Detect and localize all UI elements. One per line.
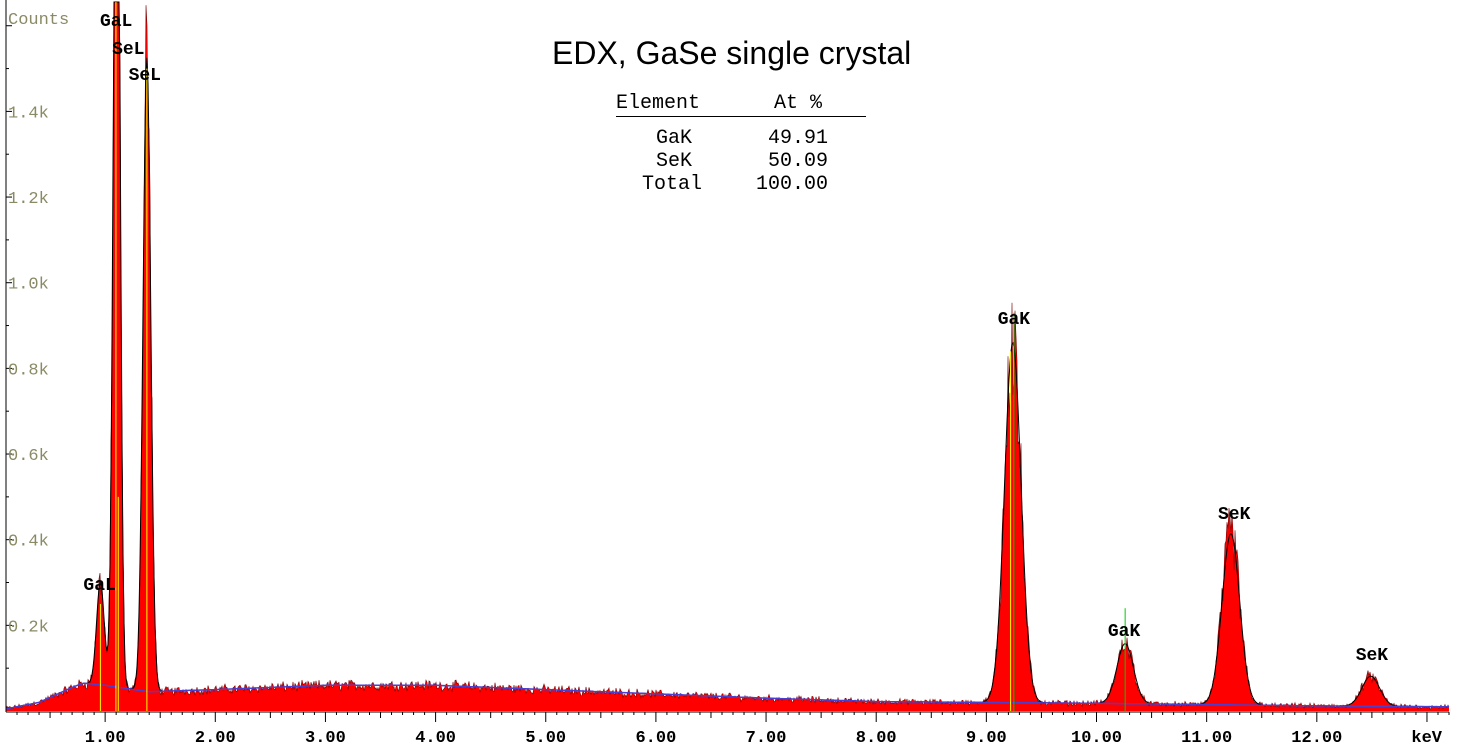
composition-table: Element At % GaK 49.91 SeK 50.09 Total 1… [616, 92, 866, 196]
peak-label: SeK [1218, 505, 1251, 525]
table-row: GaK 49.91 [616, 127, 866, 150]
y-tick-label: 0.4k [8, 533, 49, 552]
y-tick-label: 0.6k [8, 447, 49, 466]
row-value: 50.09 [768, 150, 829, 173]
spectrum-layer [5, 1, 1450, 711]
x-tick-label: 1.00 [85, 729, 126, 748]
y-tick-label: 1.0k [8, 276, 49, 295]
table-row: SeK 50.09 [616, 150, 866, 173]
row-value: 49.91 [768, 127, 829, 150]
x-tick-label: 5.00 [525, 729, 566, 748]
x-tick-label: 6.00 [635, 729, 676, 748]
y-tick-label: 1.4k [8, 104, 49, 123]
peak-label: SeL [112, 40, 144, 60]
header-element: Element [616, 92, 701, 115]
peak-label: SeK [1356, 646, 1389, 666]
x-tick-label: 3.00 [305, 729, 346, 748]
x-tick-label: 10.00 [1071, 729, 1122, 748]
chart-title: EDX, GaSe single crystal [552, 35, 912, 71]
axes: 1.00 2.00 3.00 4.00 5.00 6.00 7.00 8.00 9.00 10.0… [5, 0, 1450, 748]
spectrum-fill [6, 2, 1449, 711]
y-tick-label: 1.2k [8, 190, 49, 209]
x-tick-label: 2.00 [195, 729, 236, 748]
table-row: Total 100.00 [616, 173, 866, 196]
y-tick-label: 0.2k [8, 618, 49, 637]
row-element: Total [642, 173, 703, 196]
x-tick-label: 11.00 [1181, 729, 1232, 748]
x-axis-label: keV [1411, 729, 1442, 748]
marker-lines [99, 2, 1126, 711]
x-tick-label: 4.00 [415, 729, 456, 748]
peak-label: GaL [100, 12, 132, 32]
x-tick-label: 8.00 [856, 729, 897, 748]
peak-label: SeL [129, 66, 161, 86]
peak-label: GaK [1108, 622, 1141, 642]
background-fit-line [5, 682, 1449, 710]
y-axis-label: Counts [8, 11, 69, 30]
row-element: SeK [656, 150, 693, 173]
header-atomic-percent: At % [774, 92, 823, 115]
y-tick-label: 0.8k [8, 361, 49, 380]
row-element: GaK [656, 127, 693, 150]
x-tick-label: 7.00 [746, 729, 787, 748]
composition-table-header: Element At % [616, 92, 866, 117]
x-tick-label: 12.00 [1291, 729, 1342, 748]
x-tick-label: 9.00 [966, 729, 1007, 748]
peak-label: GaK [998, 310, 1031, 330]
peak-label: GaL [83, 576, 115, 596]
row-value: 100.00 [756, 173, 829, 196]
